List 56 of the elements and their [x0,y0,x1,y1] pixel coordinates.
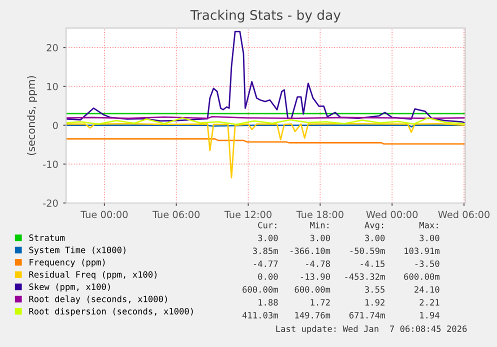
legend-label: Frequency (ppm) [30,258,105,268]
line-series [66,30,466,124]
text: 1.94 [420,312,440,318]
text: 671.74m [349,312,385,318]
text: 1.72 [310,299,330,306]
text: 0.00 [258,273,278,280]
x-tick-label: Wed 00:00 [366,210,418,218]
text: -50.59m [350,248,385,254]
x-tick-label: Tue 18:00 [296,210,344,218]
x-tick-label: Wed 06:00 [438,210,490,218]
y-tick-label: 20 [46,44,58,52]
text: 149.76m [295,312,330,318]
text: 3.00 [420,234,440,242]
legend-label: System Time (x1000) [29,246,126,255]
text: 3.00 [365,234,385,242]
x-tick-label: Tue 06:00 [152,210,200,218]
text: 3.85m [252,248,278,254]
text: -4.78 [306,260,330,267]
text: Avg: [364,222,384,230]
text: 3.55 [365,286,384,293]
text: -453.32m [345,273,385,280]
x-tick-label: Tue 00:00 [80,210,128,218]
text: Max: [419,222,438,228]
text: -366.10m [290,248,330,254]
text: 600.00m [294,286,330,293]
legend-label: Stratum [29,234,65,241]
text: 103.91m [404,248,440,254]
line-series [66,123,466,178]
legend-label: Skew (ppm, x100) [29,283,110,292]
text: 3.00 [258,234,278,242]
x-tick-label: Tue 12:00 [224,210,272,218]
line-series [66,117,466,126]
text: Last update: Wed Jan 7 06:08:45 2026 [276,325,467,334]
text: 3.00 [310,234,330,242]
text: 2.21 [420,299,440,306]
y-tick-label: 0 [52,122,58,130]
text: 411.03m [242,312,278,318]
y-tick-label: -10 [43,160,58,168]
chart-title: Tracking Stats - by day [190,10,341,23]
legend-label: Residual Freq (ppm, x100) [29,271,157,280]
text: -4.77 [254,260,278,267]
text: 600.00m [404,273,440,280]
legend-label: Root delay (seconds, x1000) [29,296,167,304]
text: 24.10 [414,286,440,293]
text: Min: [310,222,328,228]
text: 600.00m [242,286,278,293]
y-axis-title: (seconds, ppm) [26,76,38,156]
text: -3.50 [415,260,440,267]
text: -4.15 [360,260,384,267]
text: 1.88 [258,299,278,306]
legend-label: Root dispersion (seconds, x1000) [29,308,193,316]
text: Cur: [258,222,276,228]
text: 1.92 [365,299,384,306]
y-tick-label: -20 [43,199,58,207]
text: -13.90 [300,273,330,280]
y-tick-label: 10 [47,82,58,90]
